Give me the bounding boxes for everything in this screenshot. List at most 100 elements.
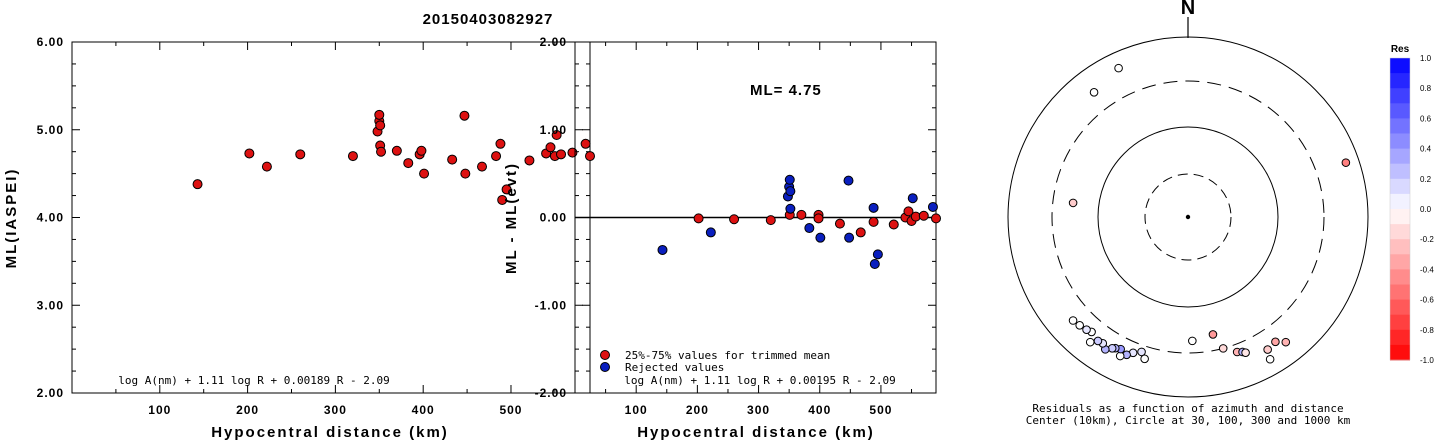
polar-station-point	[1068, 316, 1078, 325]
right-accepted-point	[903, 206, 914, 217]
colorbar: Res 1.0 0.8 0.6 0.4 0.2 0.0 -0.2 -0.4 -0.6 -0.8 -1…	[1389, 44, 1434, 365]
legend-rejected-label: Rejected values	[625, 361, 724, 374]
polar-station-point	[1341, 158, 1351, 167]
colorbar-cell	[1390, 148, 1410, 165]
right-accepted-point	[765, 215, 776, 226]
left-data-point	[375, 120, 386, 131]
right-ytick-label: -1.00	[535, 298, 567, 312]
right-rejected-point	[869, 259, 880, 270]
left-data-point	[391, 145, 402, 156]
right-xtick-label: 500	[869, 403, 892, 417]
polar-station-point	[1241, 348, 1250, 357]
polar-station-point	[1089, 88, 1099, 97]
polar-station-point	[1271, 337, 1280, 347]
ring-100km	[1097, 126, 1279, 308]
polar-station-point	[1208, 330, 1218, 339]
left-data-point	[244, 148, 255, 159]
polar-points	[1068, 63, 1351, 364]
left-data-point	[459, 110, 470, 121]
colorbar-tick-label: -0.4	[1420, 265, 1434, 274]
left-data-point	[556, 149, 567, 160]
colorbar-cell	[1390, 88, 1410, 104]
right-ytick-label: 1.00	[540, 123, 567, 137]
colorbar-tick-label: 0.0	[1420, 205, 1432, 214]
colorbar-cell	[1390, 254, 1410, 270]
right-accepted-point	[931, 213, 941, 224]
left-axis-ticks: 2.00 3.00 4.00 5.00 6.00 100 200 300 400 500	[37, 35, 590, 417]
left-data-point	[524, 155, 535, 166]
polar-station-point	[1107, 344, 1117, 353]
right-xtick-label: 300	[747, 403, 770, 417]
left-data-point	[545, 142, 556, 153]
epicenter-dot	[1185, 214, 1191, 220]
left-data-point	[495, 138, 506, 149]
right-accepted-point	[868, 216, 879, 227]
left-xtick-label: 500	[499, 403, 522, 417]
left-ytick-label: 6.00	[37, 35, 64, 49]
left-ytick-label: 3.00	[37, 298, 64, 312]
left-data-point	[295, 149, 306, 160]
right-points	[657, 174, 941, 270]
left-data-point	[192, 179, 203, 190]
left-ylabel: ML(IASPEI)	[3, 168, 20, 269]
polar-station-point	[1265, 354, 1275, 364]
colorbar-cell	[1390, 73, 1410, 89]
right-ytick-label: 0.00	[540, 211, 567, 225]
left-data-point	[477, 161, 488, 172]
right-rejected-point	[705, 227, 716, 238]
colorbar-cell	[1390, 344, 1410, 361]
left-panel: 2.00 3.00 4.00 5.00 6.00 100 200 300 400 500 ML(I…	[3, 35, 595, 441]
polar-station-point	[1085, 337, 1095, 347]
right-xtick-label: 100	[625, 403, 648, 417]
left-ytick-label: 5.00	[37, 123, 64, 137]
right-ytick-label: -2.00	[535, 386, 567, 400]
figure-title: 20150403082927	[423, 11, 554, 28]
right-accepted-point	[918, 210, 929, 221]
left-data-point	[416, 145, 427, 156]
left-data-point	[567, 147, 578, 158]
left-xtick-label: 200	[236, 403, 259, 417]
polar-station-point	[1093, 336, 1103, 346]
right-xlabel: Hypocentral distance (km)	[637, 424, 875, 441]
colorbar-cell	[1390, 284, 1410, 301]
right-accepted-point	[693, 213, 704, 224]
ml-value-label: ML= 4.75	[750, 82, 822, 99]
left-data-point	[497, 194, 508, 205]
ring-1000km	[1007, 36, 1369, 398]
colorbar-cell	[1390, 163, 1410, 180]
colorbar-tick-label: -1.0	[1420, 356, 1434, 365]
colorbar-tick-label: -0.8	[1420, 326, 1434, 335]
left-data-point	[374, 109, 385, 120]
right-rejected-point	[927, 201, 938, 212]
right-rejected-point	[784, 174, 795, 185]
colorbar-cell	[1390, 118, 1410, 134]
polar-station-point	[1140, 354, 1149, 364]
left-formula: log A(nm) + 1.11 log R + 0.00189 R - 2.0…	[118, 374, 390, 387]
colorbar-cell	[1390, 239, 1410, 255]
colorbar-cell	[1390, 224, 1410, 240]
polar-station-point	[1263, 345, 1272, 354]
polar-station-point	[1137, 347, 1146, 357]
left-data-point	[585, 151, 595, 162]
right-rejected-point	[804, 223, 815, 234]
left-data-point	[551, 130, 562, 141]
right-rejected-point	[872, 249, 883, 260]
polar-caption-1: Residuals as a function of azimuth and d…	[1032, 402, 1343, 415]
right-rejected-point	[815, 232, 826, 243]
left-data-point	[376, 146, 387, 157]
colorbar-title: Res	[1391, 44, 1410, 55]
right-rejected-point	[844, 232, 855, 243]
left-data-point	[403, 158, 414, 169]
colorbar-cell	[1390, 329, 1410, 346]
colorbar-frame	[1389, 57, 1411, 361]
left-data-point	[491, 151, 502, 162]
right-rejected-point	[907, 193, 918, 204]
right-accepted-point	[855, 227, 866, 238]
colorbar-tick-label: -0.6	[1420, 296, 1434, 305]
legend-accepted-label: 25%-75% values for trimmed mean	[625, 349, 830, 362]
colorbar-cell	[1390, 193, 1410, 210]
right-xtick-label: 400	[808, 403, 831, 417]
polar-station-point	[1114, 63, 1123, 73]
colorbar-cell	[1390, 314, 1410, 331]
